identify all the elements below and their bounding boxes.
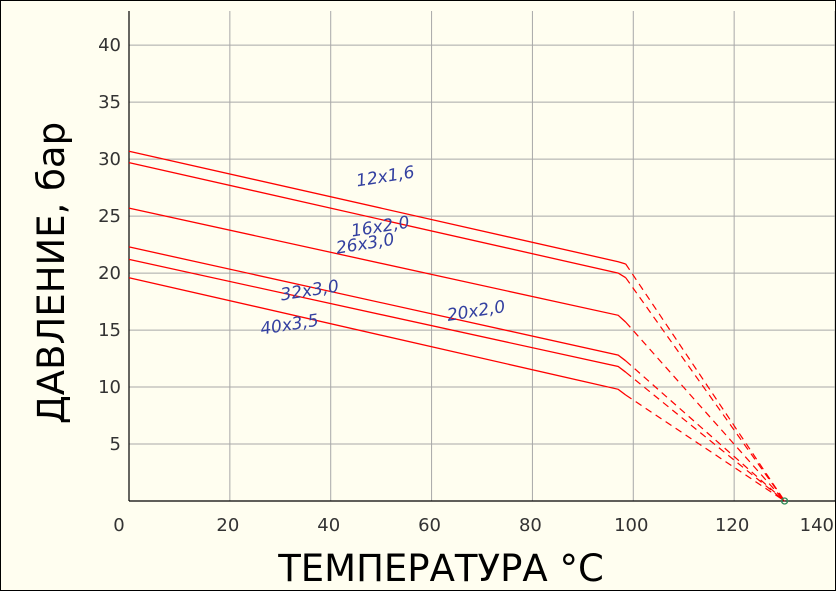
- x-tick-label-20: 20: [216, 515, 239, 536]
- series-lines: [128, 150, 789, 505]
- y-tick-label-35: 35: [98, 92, 121, 113]
- series-label-12x1,6: 12x1,6: [355, 162, 416, 191]
- series-dashed-40x3,5: [625, 394, 785, 502]
- y-tick-label-20: 20: [98, 263, 121, 284]
- y-tick-label-10: 10: [98, 377, 121, 398]
- grid: [129, 11, 836, 501]
- series-line-12x1,6: [128, 150, 626, 265]
- series-line-26x3,0: [128, 207, 627, 323]
- series-line-20x2,0: [128, 258, 627, 373]
- series-line-16x2,0: [128, 161, 627, 279]
- series-dashed-32x3,0: [625, 360, 785, 502]
- x-tick-label-60: 60: [418, 515, 441, 536]
- y-tick-label-5: 5: [110, 434, 121, 455]
- series-label-20x2,0: 20x2,0: [446, 297, 507, 326]
- series-dashed-16x2,0: [625, 277, 786, 502]
- tick-labels: 0 20 40 60 80 100 120 140 5 10 15 20 25 30 35 40: [98, 35, 834, 536]
- x-tick-label-80: 80: [519, 515, 542, 536]
- x-tick-label-40: 40: [317, 515, 340, 536]
- y-tick-label-40: 40: [98, 35, 121, 56]
- x-tick-label-100: 100: [614, 515, 648, 536]
- series-label-40x3,5: 40x3,5: [259, 311, 320, 340]
- series-line-40x3,5: [128, 277, 627, 396]
- series-line-32x3,0: [128, 246, 627, 362]
- x-tick-label-120: 120: [715, 515, 749, 536]
- axes: [128, 11, 835, 502]
- series-dashed-20x2,0: [625, 371, 785, 502]
- y-tick-label-15: 15: [98, 320, 121, 341]
- series-dashed-12x1,6: [625, 263, 786, 502]
- x-tick-label-0: 0: [113, 515, 124, 536]
- y-axis-label: ДАВЛЕНИЕ, бар: [30, 122, 73, 424]
- convergence-point-marker: [780, 497, 789, 505]
- series-dashed-26x3,0: [625, 321, 786, 502]
- x-axis-label: ТЕМПЕРАТУРА °C: [277, 547, 604, 590]
- x-tick-label-140: 140: [800, 515, 834, 536]
- y-tick-label-30: 30: [98, 149, 121, 170]
- y-tick-label-25: 25: [98, 206, 121, 227]
- series-label-26x3,0: 26x3,0: [335, 230, 396, 259]
